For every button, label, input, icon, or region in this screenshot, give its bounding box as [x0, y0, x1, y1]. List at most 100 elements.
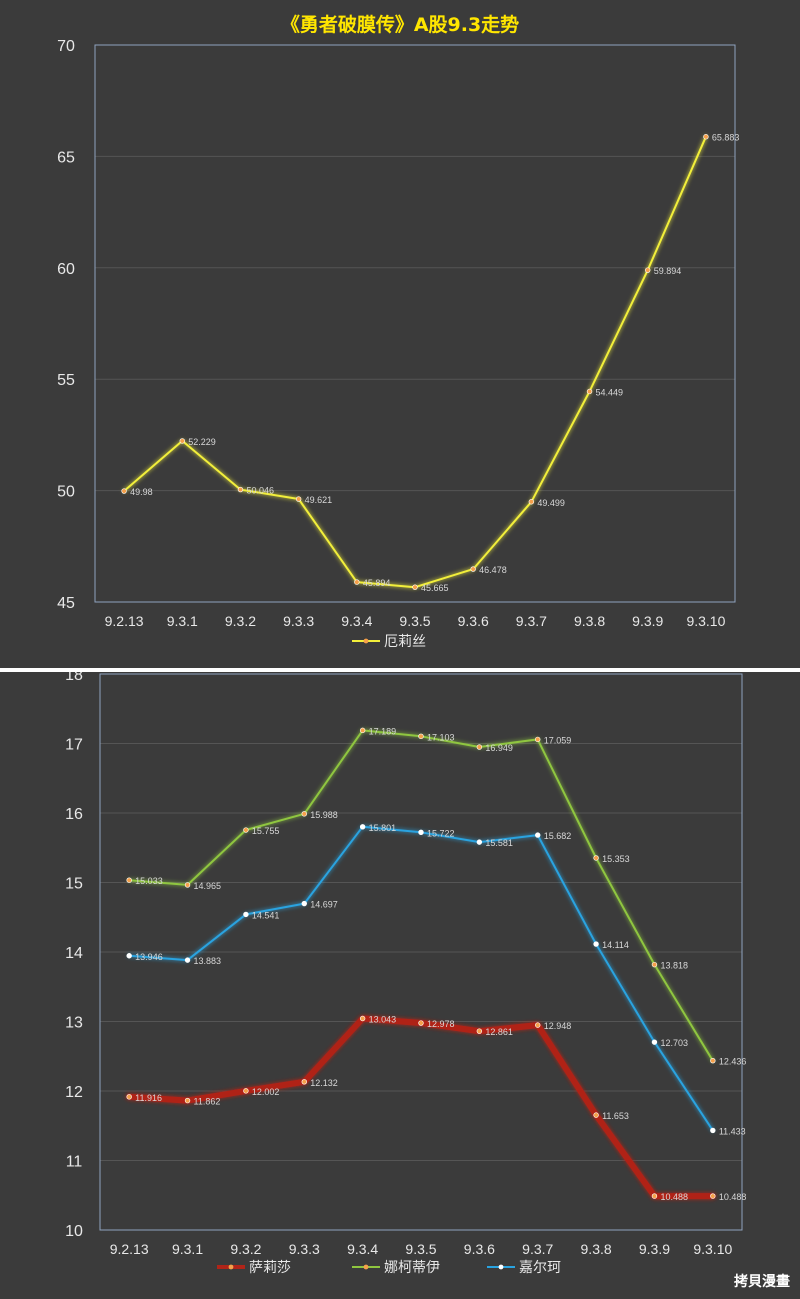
data-point	[179, 438, 185, 444]
x-tick-label: 9.3.1	[172, 1241, 203, 1257]
data-point	[243, 827, 249, 833]
data-label: 10.488	[660, 1192, 688, 1202]
data-point	[295, 496, 302, 502]
data-point	[535, 1022, 541, 1028]
data-point	[593, 855, 599, 861]
data-point	[710, 1127, 716, 1134]
x-tick-label: 9.3.10	[693, 1241, 732, 1257]
data-label: 65.883	[712, 133, 740, 143]
data-label: 16.949	[485, 743, 513, 753]
data-label: 59.894	[654, 266, 682, 276]
y-tick-label: 16	[65, 806, 83, 823]
data-point	[651, 1193, 658, 1199]
data-label: 12.703	[660, 1038, 688, 1048]
data-point	[184, 957, 191, 963]
data-point	[418, 1020, 424, 1026]
data-label: 15.722	[427, 828, 455, 838]
data-label: 15.581	[485, 838, 513, 848]
data-point	[184, 1097, 191, 1104]
data-label: 12.978	[427, 1019, 455, 1029]
data-label: 15.353	[602, 854, 630, 864]
plot-area-border	[94, 44, 736, 603]
data-label: 14.541	[252, 910, 280, 920]
y-tick-label: 55	[57, 372, 75, 389]
data-point	[476, 839, 483, 845]
data-point	[535, 736, 541, 743]
bottom-chart-panel: 10 11 12 13 14 15 16 17 18 9.2.13 9.3.1 9.3.2 9.3.3 9…	[0, 672, 800, 1299]
plot-area-border	[99, 673, 743, 1231]
data-label: 13.818	[660, 961, 688, 971]
data-label: 49.98	[130, 487, 153, 497]
legend-label: 萨莉莎	[249, 1260, 291, 1276]
data-point	[243, 1088, 249, 1094]
x-tick-label: 9.3.6	[464, 1241, 495, 1257]
data-label: 49.499	[537, 498, 565, 508]
data-label: 17.103	[427, 732, 455, 742]
x-tick-label: 9.3.5	[405, 1241, 436, 1257]
data-point	[710, 1057, 716, 1064]
top-chart-panel: 《勇者破膜传》A股9.3走势 45 50 55 60 65 70 9.2.13 9.3.1 9.…	[0, 0, 800, 668]
data-label: 13.946	[135, 952, 163, 962]
x-tick-label: 9.3.3	[289, 1241, 320, 1257]
data-label: 13.883	[194, 956, 222, 966]
x-tick-label: 9.3.2	[225, 613, 256, 629]
data-point	[301, 900, 307, 907]
x-tick-label: 9.3.9	[639, 1241, 670, 1257]
data-point	[126, 953, 132, 959]
legend-marker	[228, 1264, 234, 1270]
data-label: 46.478	[479, 565, 507, 575]
data-point	[645, 267, 651, 273]
series-line-1	[126, 1015, 716, 1200]
data-label: 17.189	[369, 726, 397, 736]
data-point	[470, 566, 476, 572]
data-point	[354, 579, 360, 585]
x-tick-label: 9.3.3	[283, 613, 314, 629]
data-point	[651, 961, 658, 968]
x-tick-label: 9.3.6	[458, 613, 489, 629]
x-tick-label: 9.2.13	[105, 613, 144, 629]
data-label: 10.488	[719, 1192, 747, 1202]
x-tick-label: 9.3.7	[516, 613, 547, 629]
top-line-chart: 45 50 55 60 65 70 9.2.13 9.3.1 9.3.2 9.3.3 9.3.4 9.…	[57, 38, 740, 650]
data-label: 11.862	[194, 1097, 221, 1107]
data-point	[476, 744, 483, 750]
data-point	[301, 1079, 307, 1085]
data-point	[476, 1028, 483, 1034]
watermark: 拷貝漫畫	[734, 1274, 790, 1290]
y-tick-label: 15	[65, 876, 83, 893]
data-label: 50.046	[246, 486, 274, 496]
data-point	[359, 1015, 366, 1022]
x-tick-label: 9.3.7	[522, 1241, 553, 1257]
data-point	[593, 1112, 599, 1118]
y-tick-label: 17	[65, 737, 83, 754]
data-point	[412, 584, 418, 590]
data-label: 15.988	[310, 810, 338, 820]
series-line-3	[128, 825, 714, 1132]
y-tick-label: 65	[57, 149, 75, 166]
data-label: 52.229	[188, 437, 216, 447]
x-tick-label: 9.3.9	[632, 613, 663, 629]
y-tick-label: 13	[65, 1015, 83, 1032]
data-label: 15.755	[252, 826, 280, 836]
x-tick-label: 9.3.4	[347, 1241, 378, 1257]
data-point	[243, 911, 249, 918]
data-point	[593, 941, 599, 947]
data-point	[528, 499, 535, 505]
data-label: 12.861	[485, 1027, 513, 1037]
data-label: 12.948	[544, 1021, 572, 1031]
legend-label: 嘉尔珂	[519, 1260, 561, 1276]
data-point	[184, 882, 191, 888]
x-tick-label: 9.3.1	[167, 613, 198, 629]
legend-label: 厄莉丝	[384, 634, 426, 650]
data-point	[126, 877, 132, 883]
data-point	[710, 1193, 716, 1199]
data-label: 14.114	[602, 940, 629, 950]
y-tick-label: 45	[57, 595, 75, 612]
data-point	[359, 824, 366, 830]
data-label: 54.449	[596, 387, 624, 397]
data-label: 12.436	[719, 1057, 747, 1067]
data-point	[651, 1039, 658, 1045]
y-tick-label: 70	[57, 38, 75, 55]
chart-title: 《勇者破膜传》A股9.3走势	[280, 14, 520, 36]
data-label: 11.433	[719, 1126, 746, 1136]
